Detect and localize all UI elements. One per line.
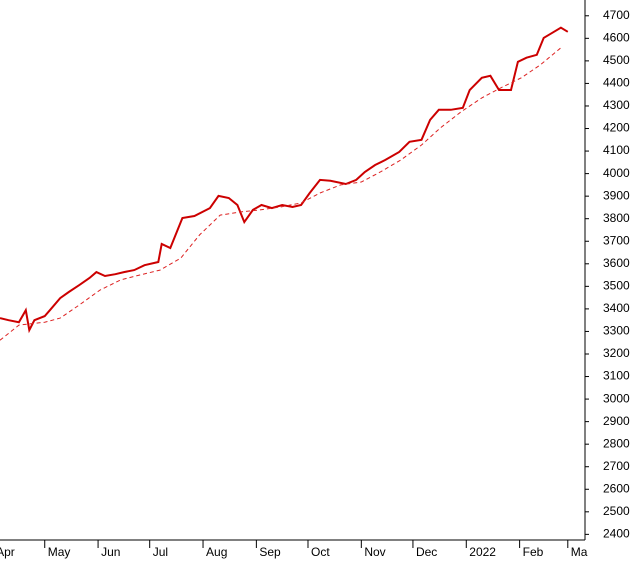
series-line <box>0 26 569 334</box>
y-tick-label: 4000 <box>603 166 630 180</box>
y-tick-label: 2700 <box>603 459 630 473</box>
y-tick-label: 3400 <box>603 301 630 315</box>
y-tick-label: 4300 <box>603 98 630 112</box>
y-tick-label: 3100 <box>603 369 630 383</box>
y-tick-label: 3200 <box>603 346 630 360</box>
y-tick-label: 3600 <box>603 256 630 270</box>
x-tick-label: May <box>48 545 71 559</box>
x-tick-label: 2022 <box>469 545 496 559</box>
x-tick-label: Sep <box>259 545 281 559</box>
y-tick-label: 3900 <box>603 188 630 202</box>
x-tick-label: Oct <box>311 545 330 559</box>
x-tick-label: Jul <box>153 545 168 559</box>
y-tick-label: 2400 <box>603 527 630 541</box>
y-tick-label: 3300 <box>603 324 630 338</box>
y-tick-label: 4100 <box>603 143 630 157</box>
series-line <box>0 47 562 341</box>
y-tick-label: 3000 <box>603 391 630 405</box>
y-tick-label: 4200 <box>603 121 630 135</box>
y-tick-label: 4500 <box>603 53 630 67</box>
y-tick-label: 3800 <box>603 211 630 225</box>
x-tick-label: Dec <box>416 545 437 559</box>
y-tick-label: 3700 <box>603 233 630 247</box>
y-tick-label: 3500 <box>603 279 630 293</box>
x-tick-label: Aug <box>206 545 227 559</box>
y-tick-label: 2900 <box>603 414 630 428</box>
y-tick-label: 2800 <box>603 436 630 450</box>
y-tick-label: 2600 <box>603 481 630 495</box>
x-tick-label: Ma <box>571 545 588 559</box>
y-tick-label: 4400 <box>603 76 630 90</box>
x-tick-label: Apr <box>0 545 15 559</box>
x-tick-label: Jun <box>101 545 120 559</box>
x-tick-label: Feb <box>523 545 544 559</box>
y-tick-label: 4600 <box>603 31 630 45</box>
x-tick-label: Nov <box>364 545 385 559</box>
y-tick-label: 4700 <box>603 8 630 22</box>
y-tick-label: 2500 <box>603 504 630 518</box>
